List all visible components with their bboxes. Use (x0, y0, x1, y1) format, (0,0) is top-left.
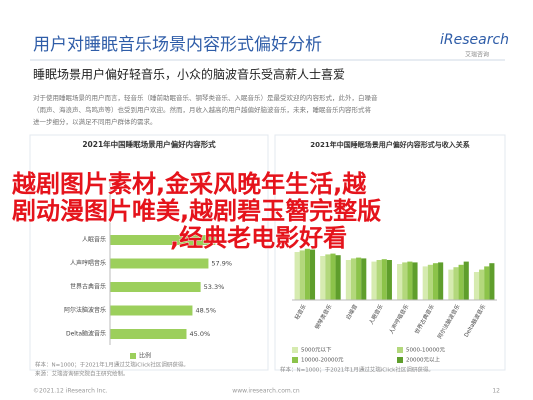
bar (361, 258, 367, 300)
bar (484, 266, 490, 300)
legend-label: 10000-20000元 (301, 357, 344, 364)
right-panel (274, 134, 506, 371)
bar (304, 248, 310, 300)
category-label: 人眠音乐 (367, 302, 385, 325)
chart-title: 2021年中国睡眠场景用户偏好内容形式与收入关系 (310, 140, 469, 149)
subtitle: 睡眠场景用户偏好轻音乐，小众的脑波音乐受高薪人士喜爱 (33, 67, 345, 82)
legend-label: 5000元以下 (301, 347, 332, 354)
bar (473, 272, 480, 300)
logo-sub: 艾瑞咨询 (465, 51, 489, 59)
category-label: 人声哼唱音乐 (70, 259, 106, 267)
category-label: Delta脑波音乐 (66, 330, 106, 338)
value-label: 48.5% (195, 307, 216, 315)
category-label: 世界古典音乐 (70, 283, 106, 291)
bar (432, 263, 439, 300)
legend-swatch (130, 353, 136, 359)
legend-swatch (397, 347, 403, 353)
bar (412, 262, 418, 300)
value-label: 57.9% (211, 260, 232, 268)
bar (309, 249, 316, 300)
chart-title: 2021年中国睡眠场景用户偏好内容形式 (82, 139, 216, 149)
category-label: 阿尔法脑波音乐 (64, 306, 106, 314)
bar (294, 252, 300, 300)
legend-label: 5000-10000元 (406, 347, 445, 354)
bar (448, 269, 454, 300)
bar (397, 264, 403, 300)
bar (371, 261, 377, 300)
category-label: 人眠音乐 (82, 236, 106, 244)
bar (299, 250, 305, 300)
page-number: 12 (492, 388, 500, 395)
legend-label: 20000元以上 (406, 356, 440, 364)
bar (489, 263, 495, 300)
bar (110, 305, 193, 316)
category-label: 钢琴类音乐 (313, 302, 334, 330)
category-label: 人声哼唱音乐 (387, 302, 411, 335)
category-label: Delta脑波音乐 (462, 302, 488, 338)
bar (110, 235, 216, 245)
bar (110, 282, 201, 292)
bar (458, 264, 464, 300)
bar (345, 260, 351, 300)
bar (427, 264, 433, 300)
bar (325, 254, 331, 300)
bar (422, 266, 428, 300)
bar (381, 259, 387, 300)
category-label: 阿尔法脑波音乐 (435, 302, 461, 340)
value-label: 53.3% (204, 283, 225, 291)
page-title: 用户对睡眠音乐场景内容形式偏好分析 (33, 35, 322, 55)
bar (356, 257, 362, 300)
legend-swatch (292, 347, 298, 353)
category-label: 轻音乐 (293, 302, 308, 321)
bar (479, 269, 485, 300)
paragraph: 对于使用睡眠场景的用户而言，轻音乐（睡前助眠音乐、钢琴类音乐、入眠音乐）是最受欢… (33, 93, 378, 102)
bar (335, 255, 341, 300)
category-label: 世界古典音乐 (413, 302, 437, 335)
source: 来源：艾瑞咨询研究院自主研究绘制。 (35, 370, 129, 378)
overlay-text: 越剧图片素材,金采风晚年生活,越 (12, 170, 367, 198)
bar (110, 329, 187, 339)
bar (402, 262, 408, 300)
legend-swatch (292, 357, 298, 363)
bar (453, 267, 459, 300)
bar (438, 262, 444, 300)
overlay-text: 剧动漫图片唯美,越剧碧玉簪完整版 (12, 197, 381, 225)
overlay-text: ,经典老电影好看 (170, 224, 347, 252)
note: 样本：N=1000；于2021年1月通过艾瑞iClick社区调研获得。 (280, 366, 434, 374)
paragraph: （雨声、海浪声、鸟鸣声等）也受到用户欢迎。然而，月收入越高的用户越偏好脑波音乐，… (33, 105, 372, 114)
footer-center: www.iresearch.com.cn (232, 388, 300, 395)
bar (350, 258, 357, 300)
note: 样本：N=1000；于2021年1月通过艾瑞iClick社区调研获得。 (35, 361, 189, 369)
bar (376, 260, 382, 300)
left-panel (29, 134, 269, 371)
paragraph: 进一步细分，以满足不同用户群体的需求。 (33, 117, 157, 126)
bar (463, 261, 469, 300)
bar (330, 253, 336, 300)
bar (407, 261, 413, 300)
bar (320, 256, 326, 300)
bar (386, 260, 392, 300)
logo: iResearch (440, 32, 509, 48)
legend-swatch (397, 357, 403, 363)
category-label: 白噪音 (344, 302, 359, 321)
footer-left: ©2021.12 iResearch Inc. (33, 388, 108, 395)
bar (110, 258, 209, 269)
value-label: 45.0% (190, 330, 211, 338)
legend-label: 比例 (139, 352, 151, 360)
